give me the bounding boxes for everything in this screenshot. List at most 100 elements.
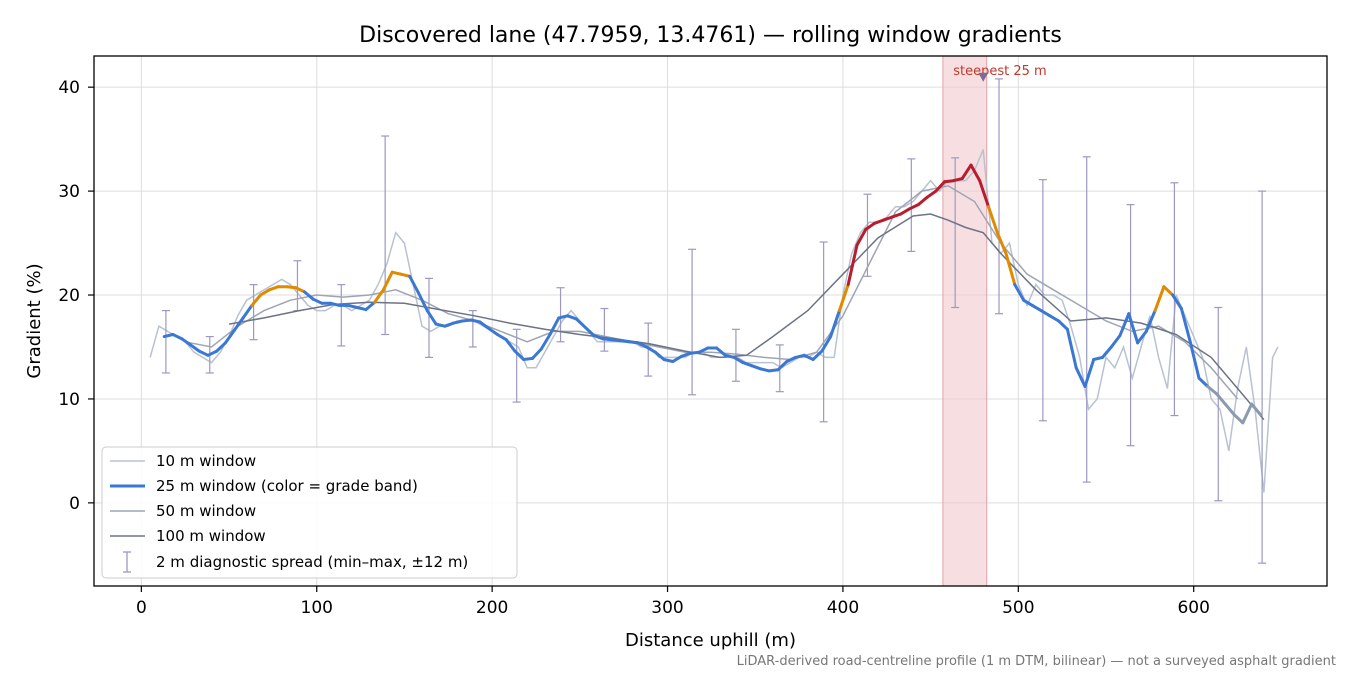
series-25m-segment bbox=[1241, 402, 1254, 425]
spread-errorbar bbox=[249, 284, 258, 341]
spread-errorbar bbox=[688, 248, 697, 396]
series-25m-segment bbox=[189, 343, 201, 353]
annotation-layer: steepest 25 m bbox=[953, 64, 1047, 82]
series-25m-segment bbox=[1048, 314, 1061, 323]
y-tick-label: 20 bbox=[58, 286, 80, 306]
series-25m-segment bbox=[425, 309, 438, 326]
series-25m-segment bbox=[1004, 252, 1017, 287]
series-25m-segment bbox=[820, 335, 833, 353]
series-25m-segment bbox=[592, 334, 605, 341]
series-25m-segment bbox=[1127, 312, 1140, 345]
series-25m-segment bbox=[934, 180, 947, 193]
series-25m-segment bbox=[1162, 285, 1175, 297]
series-25m-segment bbox=[355, 306, 368, 312]
series-25m-segment bbox=[373, 288, 385, 304]
y-tick-label: 10 bbox=[58, 390, 80, 410]
series-25m-segment bbox=[951, 177, 964, 183]
steepest-marker bbox=[978, 72, 989, 82]
series-25m-segment bbox=[1136, 329, 1148, 345]
series-25m-segment bbox=[224, 328, 236, 345]
spread-errorbar bbox=[600, 307, 609, 352]
series-50m-line bbox=[185, 185, 1239, 400]
spread-errorbar bbox=[424, 277, 433, 358]
y-tick-label: 0 bbox=[69, 494, 80, 514]
series-clip-group bbox=[149, 78, 1279, 564]
spread-errorbar bbox=[1214, 306, 1223, 502]
series-25m-segment bbox=[259, 288, 271, 297]
series-25m-segment bbox=[513, 349, 526, 361]
legend: 10 m window 25 m window (color = grade b… bbox=[101, 446, 518, 579]
series-25m-segment bbox=[759, 367, 771, 373]
legend-label-25m: 25 m window (color = grade band) bbox=[156, 477, 418, 495]
series-25m-segment bbox=[855, 228, 868, 247]
series-25m-segment bbox=[469, 318, 482, 324]
steepest-window-highlight bbox=[942, 55, 988, 587]
series-25m-segment bbox=[241, 303, 254, 320]
series-25m-segment bbox=[1065, 327, 1078, 370]
series-25m-segment bbox=[908, 203, 920, 211]
legend-label-spread: 2 m diagnostic spread (min–max, ±12 m) bbox=[156, 553, 468, 571]
series-25m-segment bbox=[697, 346, 710, 354]
series-25m-segment bbox=[1057, 319, 1069, 331]
series-25m-segment bbox=[478, 320, 491, 330]
series-25m-segment bbox=[960, 163, 973, 181]
series-25m-segment bbox=[750, 364, 762, 371]
x-tick-label: 600 bbox=[1177, 598, 1209, 618]
spread-errorbar bbox=[863, 193, 872, 277]
x-tick-label: 400 bbox=[827, 598, 859, 618]
spread-errorbar bbox=[951, 157, 960, 309]
series-100m-line bbox=[228, 213, 1265, 421]
series-25m-segment bbox=[583, 325, 596, 337]
series-25m-segment bbox=[495, 333, 508, 342]
legend-label-10m: 10 m window bbox=[156, 452, 256, 470]
series-25m-segment bbox=[645, 345, 657, 354]
spread-errorbar bbox=[995, 78, 1004, 315]
series-25m-segment bbox=[487, 326, 499, 336]
series-25m-segment bbox=[671, 354, 684, 363]
series-25m-segment bbox=[1153, 285, 1166, 313]
series-25m-segment bbox=[881, 215, 894, 222]
x-tick-label: 300 bbox=[651, 598, 683, 618]
series-25m-segment bbox=[215, 341, 227, 353]
series-25m-segment bbox=[548, 316, 561, 336]
footnote: LiDAR-derived road-centreline profile (1… bbox=[737, 654, 1336, 669]
series-25m-segment bbox=[250, 293, 263, 307]
series-25m-segment bbox=[443, 321, 456, 328]
series-25m-segment bbox=[232, 316, 245, 332]
series-25m-segment bbox=[364, 300, 377, 312]
series-25m-segment bbox=[1101, 345, 1113, 359]
axis-ticks: 0 100 200 300 400 500 600 0 10 20 30 40 bbox=[58, 78, 1210, 618]
spread-errorbar bbox=[161, 310, 170, 374]
series-25m-segment bbox=[732, 355, 745, 365]
series-25m-segment bbox=[636, 341, 648, 349]
series-25m-segment bbox=[1232, 413, 1245, 425]
series-25m-segment bbox=[723, 353, 736, 359]
series-25m-segment bbox=[1197, 376, 1210, 388]
y-tick-label: 30 bbox=[58, 182, 80, 202]
series-25m-segment bbox=[346, 303, 359, 309]
series-25m-segment bbox=[1092, 355, 1104, 361]
series-25m-segment bbox=[434, 322, 447, 328]
series-25m-segment bbox=[1144, 309, 1157, 333]
y-axis-label: Gradient (%) bbox=[24, 263, 45, 378]
spread-errorbar bbox=[907, 158, 916, 252]
steepest-window-band bbox=[942, 55, 988, 587]
x-tick-label: 500 bbox=[1002, 598, 1034, 618]
series-25m-segment bbox=[197, 349, 210, 357]
series-layer bbox=[149, 78, 1279, 564]
series-25m-segment bbox=[294, 286, 306, 294]
series-25m-segment bbox=[1223, 402, 1236, 416]
series-25m-segment bbox=[864, 221, 876, 231]
legend-swatch-spread bbox=[123, 551, 131, 573]
x-tick-label: 200 bbox=[476, 598, 508, 618]
series-25m-segment bbox=[916, 195, 929, 207]
legend-label-50m: 50 m window bbox=[156, 502, 256, 520]
legend-label-100m: 100 m window bbox=[156, 527, 266, 545]
series-25m-segment bbox=[925, 189, 938, 199]
series-25m-segment bbox=[1109, 334, 1122, 349]
series-25m-segment bbox=[802, 353, 815, 361]
series-25m-segment bbox=[829, 309, 841, 339]
series-25m-segment bbox=[399, 272, 412, 278]
spread-errorbar bbox=[556, 287, 565, 343]
